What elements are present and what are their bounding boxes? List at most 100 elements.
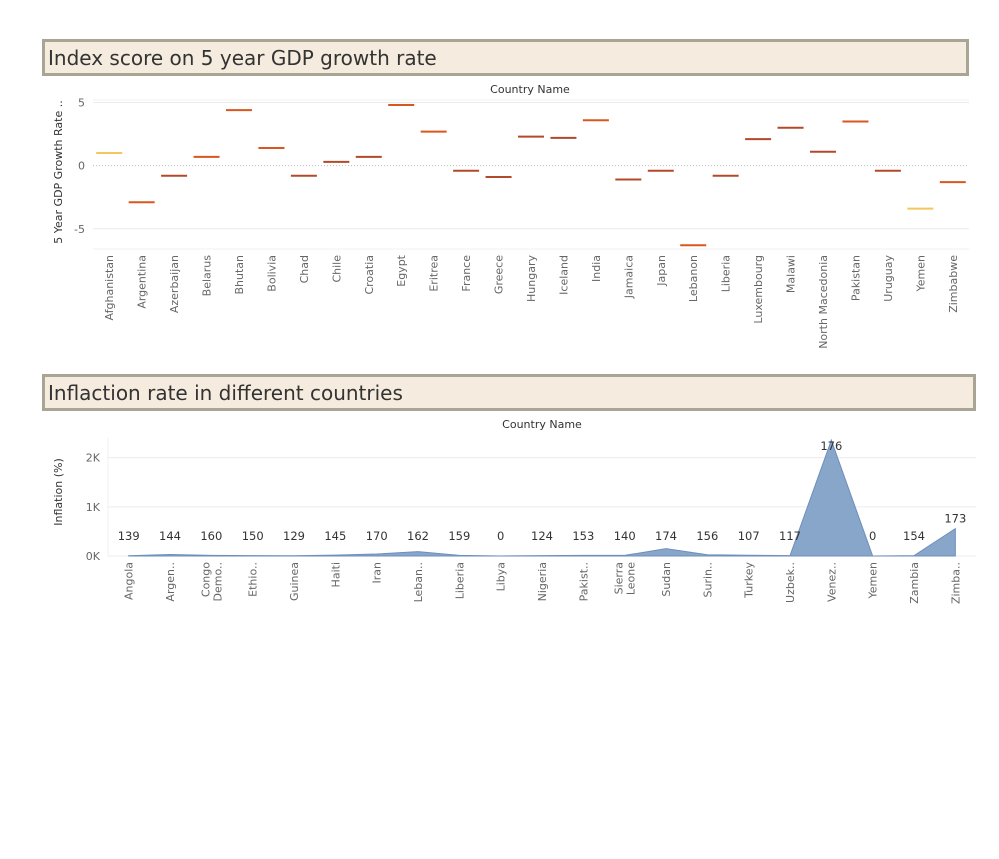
inflation-x-tick-label: Iran [371, 562, 384, 584]
inflation-x-tick-text: Guinea [288, 562, 301, 601]
gdp-x-tick-label: Pakistan [849, 255, 862, 301]
gdp-x-tick-label: Croatia [363, 255, 376, 295]
inflation-data-label: 170 [366, 529, 388, 543]
inflation-x-tick-text: Leone [625, 562, 638, 595]
gdp-x-tick-label: Belarus [201, 255, 214, 297]
gdp-x-tick-label: Liberia [720, 255, 733, 292]
inflation-data-label: 139 [118, 529, 140, 543]
inflation-x-tick-label: Surin.. [701, 562, 714, 598]
inflation-x-tick-label: Ethio.. [247, 562, 260, 597]
gdp-x-tick-label: Argentina [136, 255, 149, 309]
inflation-x-tick-label: Haiti [329, 562, 342, 587]
inflation-x-tick-text: Turkey [743, 562, 756, 599]
gdp-x-tick-label: Hungary [525, 255, 538, 302]
inflation-x-tick-label: Liberia [453, 562, 466, 599]
inflation-data-label: 154 [903, 529, 925, 543]
gdp-x-axis-title: Country Name [490, 83, 570, 96]
inflation-data-label: 173 [944, 512, 966, 526]
inflation-x-tick-label: Pakist.. [577, 562, 590, 601]
gdp-x-tick-label: Uruguay [882, 255, 895, 302]
gdp-growth-chart: Country Name 5 Year GDP Growth Rate .. 5… [52, 83, 969, 349]
inflation-x-tick-label: Sudan [660, 562, 673, 597]
inflation-x-tick-text: Angola [123, 562, 136, 600]
inflation-x-tick-text: Yemen [867, 562, 880, 600]
inflation-x-tick-label: Guinea [288, 562, 301, 601]
gdp-x-tick-label: Bolivia [265, 255, 278, 292]
gdp-x-tick-label: India [590, 255, 603, 282]
gdp-y-tick-label: 5 [78, 97, 85, 110]
inflation-data-label: 150 [242, 529, 264, 543]
inflation-data-label: 124 [531, 529, 553, 543]
inflation-data-label: 144 [159, 529, 181, 543]
inflation-x-tick-text: Venez.. [825, 562, 838, 602]
inflation-x-tick-text: Ethio.. [247, 562, 260, 597]
gdp-x-tick-label: Yemen [914, 255, 927, 293]
gdp-panel-title: Index score on 5 year GDP growth rate [42, 39, 969, 76]
inflation-data-label: 129 [283, 529, 305, 543]
gdp-x-tick-label: North Macedonia [817, 255, 830, 349]
inflation-data-label: 176 [820, 439, 842, 453]
inflation-panel-title: Inflaction rate in different countries [42, 374, 976, 411]
inflation-data-label: 174 [655, 529, 677, 543]
gdp-x-tick-label: Greece [493, 255, 506, 294]
inflation-chart: Country Name Inflation (%) 2K 1K 0K 139 144… [52, 418, 976, 604]
gdp-x-tick-label: France [460, 255, 473, 292]
gdp-x-tick-label: Afghanistan [103, 255, 116, 321]
gdp-x-tick-label: Malawi [785, 255, 798, 293]
gdp-x-tick-label: Chad [298, 255, 311, 283]
gdp-x-tick-label: Azerbaijan [168, 255, 181, 313]
inflation-x-tick-label: Zambia [908, 562, 921, 604]
inflation-data-label: 117 [779, 529, 801, 543]
inflation-data-label: 0 [497, 529, 504, 543]
inflation-x-tick-text: Iran [371, 562, 384, 584]
gdp-x-tick-label: Zimbabwe [947, 255, 960, 313]
inflation-x-tick-label: Yemen [867, 562, 880, 600]
gdp-y-tick-label: 0 [78, 160, 85, 173]
inflation-x-tick-label: Sierra Leone [613, 562, 638, 595]
gdp-x-tick-label: Luxembourg [752, 255, 765, 324]
inflation-data-label: 145 [324, 529, 346, 543]
gdp-x-tick-label: Lebanon [687, 255, 700, 302]
inflation-data-label: 107 [738, 529, 760, 543]
inflation-x-tick-label: Nigeria [536, 562, 549, 601]
gdp-x-tick-label: Jamaica [622, 255, 635, 299]
inflation-x-tick-label: Leban.. [412, 562, 425, 602]
gdp-x-tick-label: Egypt [395, 254, 408, 286]
inflation-x-tick-text: Leban.. [412, 562, 425, 602]
inflation-data-label: 162 [407, 529, 429, 543]
inflation-x-tick-label: Congo Demo.. [199, 562, 224, 602]
inflation-x-tick-text: Liberia [453, 562, 466, 599]
inflation-x-tick-text: Zambia [908, 562, 921, 604]
inflation-x-tick-label: Turkey [743, 562, 756, 599]
inflation-x-tick-label: Venez.. [825, 562, 838, 602]
inflation-y-tick-label: 1K [86, 501, 101, 514]
inflation-y-tick-label: 2K [86, 452, 101, 465]
inflation-data-label: 140 [614, 529, 636, 543]
gdp-x-tick-label: Iceland [557, 255, 570, 295]
gdp-y-tick-label: -5 [74, 223, 85, 236]
inflation-x-tick-text: Haiti [329, 562, 342, 587]
gdp-y-axis-title: 5 Year GDP Growth Rate .. [52, 100, 65, 243]
inflation-y-axis-title: Inflation (%) [52, 458, 65, 526]
inflation-x-tick-text: Demo.. [211, 562, 224, 601]
inflation-x-tick-label: Uzbek.. [784, 562, 797, 603]
inflation-data-label: 153 [572, 529, 594, 543]
inflation-x-tick-text: Pakist.. [577, 562, 590, 601]
inflation-x-tick-text: Surin.. [701, 562, 714, 598]
gdp-x-tick-label: Chile [330, 255, 343, 283]
inflation-x-tick-text: Argen.. [164, 562, 177, 602]
inflation-x-tick-text: Nigeria [536, 562, 549, 601]
inflation-data-label: 156 [696, 529, 718, 543]
inflation-y-tick-label: 0K [86, 550, 101, 563]
inflation-data-label: 159 [448, 529, 470, 543]
inflation-x-axis-title: Country Name [502, 418, 582, 431]
inflation-area [128, 438, 956, 557]
gdp-x-tick-label: Eritrea [428, 255, 441, 292]
inflation-x-tick-label: Angola [123, 562, 136, 600]
inflation-x-tick-text: Congo [199, 562, 212, 597]
inflation-x-tick-text: Sudan [660, 562, 673, 597]
inflation-x-tick-text: Zimba.. [949, 562, 962, 604]
gdp-x-tick-label: Japan [655, 255, 668, 287]
inflation-x-tick-text: Uzbek.. [784, 562, 797, 603]
